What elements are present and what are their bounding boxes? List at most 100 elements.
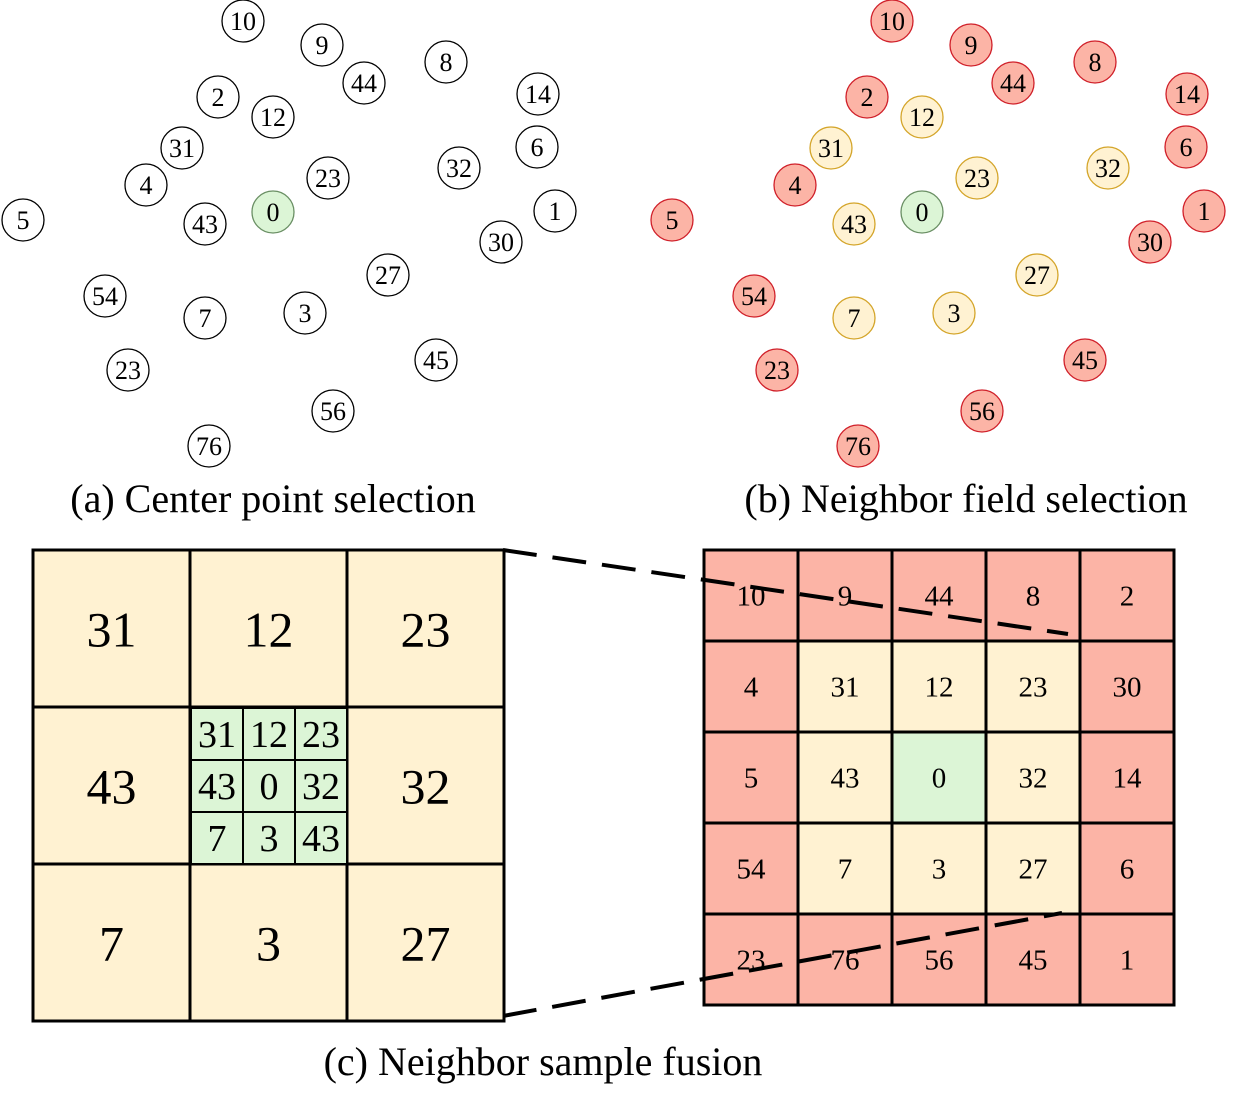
neighbor-cell: 3: [890, 821, 988, 916]
node-circle: [1015, 253, 1059, 297]
node-circle: [1165, 72, 1209, 116]
node-label: 54: [741, 282, 767, 311]
node-label: 76: [196, 432, 222, 461]
node-56: 56: [960, 389, 1004, 433]
node-0: 0: [900, 190, 944, 234]
node-7: 7: [183, 296, 227, 340]
caption-c: (c) Neighbor sample fusion: [324, 1039, 763, 1084]
zoom-dashed-line-bottom: [502, 911, 1063, 1018]
neighbor-cell-label: 43: [831, 763, 860, 795]
neighbor-cell-label: 8: [1026, 581, 1041, 613]
node-10: 10: [870, 0, 914, 43]
node-label: 5: [666, 206, 679, 235]
fusion-inner-cell-label: 43: [302, 818, 340, 860]
node-label: 7: [199, 304, 212, 333]
node-circle: [533, 189, 577, 233]
node-circle: [900, 190, 944, 234]
neighbor-cell: 45: [984, 912, 1082, 1007]
neighbor-cell-label: 12: [925, 672, 954, 704]
node-label: 8: [1089, 48, 1102, 77]
fusion-inner-cell-label: 12: [250, 714, 288, 756]
fusion-inner-cell-label: 7: [208, 818, 227, 860]
fusion-inner-cell: 12: [242, 707, 296, 761]
node-circle: [300, 23, 344, 67]
node-circle: [221, 0, 265, 43]
node-circle: [832, 202, 876, 246]
node-label: 6: [531, 133, 544, 162]
node-label: 23: [315, 164, 341, 193]
neighbor-cell-label: 31: [831, 672, 860, 704]
neighbor-cell-label: 32: [1019, 763, 1048, 795]
neighbor-cell: 4: [702, 639, 800, 734]
node-label: 31: [818, 134, 844, 163]
node-circle: [424, 40, 468, 84]
neighbor-cell: 8: [984, 548, 1082, 643]
node-circle: [1182, 189, 1226, 233]
fusion-inner-cell: 31: [190, 707, 244, 761]
node-label: 1: [549, 197, 562, 226]
node-1: 1: [533, 189, 577, 233]
fusion-inner-cell: 7: [190, 811, 244, 865]
node-label: 56: [969, 397, 995, 426]
neighbor-cell-label: 27: [1019, 854, 1048, 886]
node-label: 44: [351, 69, 377, 98]
node-43: 43: [832, 202, 876, 246]
fusion-inner-cell: 3: [242, 811, 296, 865]
node-27: 27: [1015, 253, 1059, 297]
node-circle: [183, 202, 227, 246]
node-label: 23: [115, 356, 141, 385]
node-0: 0: [251, 190, 295, 234]
neighbor-cell-label: 0: [932, 763, 947, 795]
node-circle: [160, 126, 204, 170]
neighbor-cell-label: 3: [932, 854, 947, 886]
neighbor-cell: 32: [984, 730, 1082, 825]
fusion-inner-cell: 43: [294, 811, 348, 865]
node-label: 0: [916, 198, 929, 227]
node-circle: [183, 296, 227, 340]
node-circle: [187, 424, 231, 468]
panel-a-center-point-selection: 10 9 44 8 14 2 12 31 6 23 32 4 0 43 5 1 30 27 54 7 3 45 23 56 76: [1, 0, 577, 468]
node-32: 32: [1086, 146, 1130, 190]
caption-a: (a) Center point selection: [70, 476, 475, 521]
node-circle: [516, 72, 560, 116]
neighbor-cell: 5: [702, 730, 800, 825]
zoom-dashed-line-top: [502, 548, 1069, 636]
node-circle: [773, 163, 817, 207]
node-6: 6: [1164, 125, 1208, 169]
node-30: 30: [1128, 220, 1172, 264]
node-circle: [1, 198, 45, 242]
neighbor-cell: 23: [702, 912, 800, 1007]
fusion-cell: 23: [345, 548, 506, 709]
node-label: 0: [267, 198, 280, 227]
node-circle: [283, 291, 327, 335]
neighbor-cell-label: 45: [1019, 945, 1048, 977]
node-circle: [311, 389, 355, 433]
node-label: 27: [375, 261, 401, 290]
neighbor-cell: 6: [1078, 821, 1176, 916]
node-label: 23: [764, 356, 790, 385]
node-circle: [900, 95, 944, 139]
node-12: 12: [900, 95, 944, 139]
node-circle: [1063, 338, 1107, 382]
node-label: 10: [879, 7, 905, 36]
fusion-cell: 12: [188, 548, 349, 709]
node-10: 10: [221, 0, 265, 43]
fusion-cell-label: 32: [401, 759, 451, 815]
node-circle: [196, 75, 240, 119]
node-label: 2: [861, 83, 874, 112]
neighbor-cell-label: 4: [744, 672, 759, 704]
node-32: 32: [437, 146, 481, 190]
fusion-cell: 32: [345, 705, 506, 866]
node-label: 3: [948, 299, 961, 328]
fusion-cell-label: 43: [87, 759, 137, 815]
neighbor-cell: 23: [984, 639, 1082, 734]
node-12: 12: [251, 95, 295, 139]
node-2: 2: [196, 75, 240, 119]
fusion-cell: 43: [31, 705, 192, 866]
node-54: 54: [732, 274, 776, 318]
neighbor-cell-label: 7: [838, 854, 853, 886]
node-circle: [836, 424, 880, 468]
fusion-inner-cell: 0: [242, 759, 296, 813]
fusion-cell-label: 31: [87, 602, 137, 658]
